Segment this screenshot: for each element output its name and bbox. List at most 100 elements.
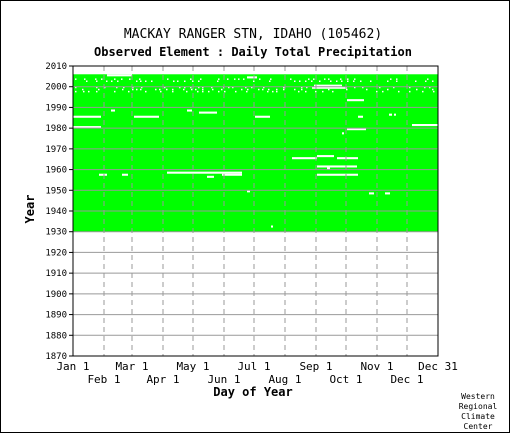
missing-day-mark [172,90,174,93]
missing-day-mark [341,80,343,82]
missing-day-mark [416,88,418,91]
missing-day-mark [272,90,274,93]
missing-day-mark [387,88,389,91]
missing-day-mark [301,86,303,89]
missing-day-mark [415,80,417,82]
x-tick-label: Dec 1 [390,373,423,386]
missing-day-mark [191,88,193,91]
missing-day-mark [422,90,424,93]
missing-day-mark [305,90,307,93]
missing-data-segment [385,192,390,195]
missing-day-mark [202,86,204,89]
credit-line: Western [461,392,495,401]
missing-day-mark [186,90,188,93]
missing-day-mark [328,78,330,80]
missing-day-mark [106,80,108,82]
missing-data-segment [389,113,392,116]
y-axis-label: Year [23,195,37,224]
y-tick-label: 1980 [45,124,67,134]
missing-day-mark [86,80,88,82]
missing-data-segment [134,115,159,118]
y-tick-label: 1920 [45,248,67,258]
missing-day-mark [235,90,237,93]
y-tick-label: 1890 [45,311,67,321]
missing-day-mark [432,88,434,91]
missing-day-mark [298,90,300,93]
missing-day-mark [294,80,296,82]
y-tick-label: 1950 [45,186,67,196]
missing-data-segment [199,111,217,114]
missing-day-mark [132,86,134,89]
missing-day-mark [179,86,181,89]
missing-day-mark [290,78,292,80]
y-tick-label: 1900 [45,290,67,300]
missing-day-mark [155,88,157,91]
missing-data-segment [412,124,438,127]
y-tick-label: 1870 [45,352,67,362]
missing-day-mark [354,78,356,80]
missing-day-mark [173,80,175,82]
y-tick-label: 1940 [45,207,67,217]
missing-day-mark [217,80,219,82]
missing-data-segment [99,173,107,176]
missing-day-mark [308,78,310,80]
missing-day-mark [305,80,307,82]
missing-day-mark [98,88,100,91]
missing-day-mark [429,86,431,89]
missing-day-mark [376,90,378,93]
missing-day-mark [326,86,328,89]
missing-data-segment [122,173,128,176]
missing-day-mark [332,86,334,89]
x-tick-label: Feb 1 [87,373,120,386]
missing-data-segment [327,167,330,170]
missing-day-mark [136,80,138,82]
missing-day-mark [96,86,98,89]
missing-day-mark [238,78,240,80]
missing-day-mark [202,90,204,93]
missing-day-mark [128,90,130,93]
missing-day-mark [218,90,220,93]
missing-day-mark [390,78,392,80]
missing-data-segment [394,113,396,116]
missing-day-mark [347,78,349,80]
missing-day-mark [270,78,272,80]
missing-day-mark [218,78,220,80]
missing-day-mark [311,80,313,82]
missing-day-mark [247,88,249,91]
missing-day-mark [167,78,169,80]
missing-day-mark [246,90,248,93]
missing-day-mark [159,88,161,91]
y-tick-label: 1880 [45,331,67,341]
missing-day-mark [145,80,147,82]
missing-day-mark [114,90,116,93]
missing-day-mark [202,88,204,91]
missing-day-mark [353,80,355,82]
x-tick-label: Nov 1 [360,360,393,373]
x-tick-label: Jan 1 [56,360,89,373]
x-tick-label: Jul 1 [237,360,270,373]
missing-day-mark [208,90,210,93]
missing-day-mark [362,86,364,89]
missing-day-mark [306,86,308,89]
missing-day-mark [319,80,321,82]
missing-day-mark [123,86,125,89]
missing-data-segment [292,157,317,160]
observed-data-block [73,74,438,232]
missing-day-mark [117,80,119,82]
missing-data-segment [111,109,115,112]
wrcc-credit: Western Regional Climate Center [459,392,498,431]
missing-day-mark [324,78,326,80]
missing-day-mark [396,78,398,80]
missing-day-mark [190,86,192,89]
missing-day-mark [382,90,384,93]
chart-subtitle: Observed Element : Daily Total Precipita… [94,45,412,59]
missing-data-segment [312,86,347,89]
missing-data-segment [342,132,344,135]
missing-day-mark [122,88,124,91]
missing-day-mark [129,78,131,80]
missing-day-mark [195,88,197,91]
missing-day-mark [267,90,269,93]
missing-day-mark [328,88,330,91]
missing-day-mark [283,86,285,89]
